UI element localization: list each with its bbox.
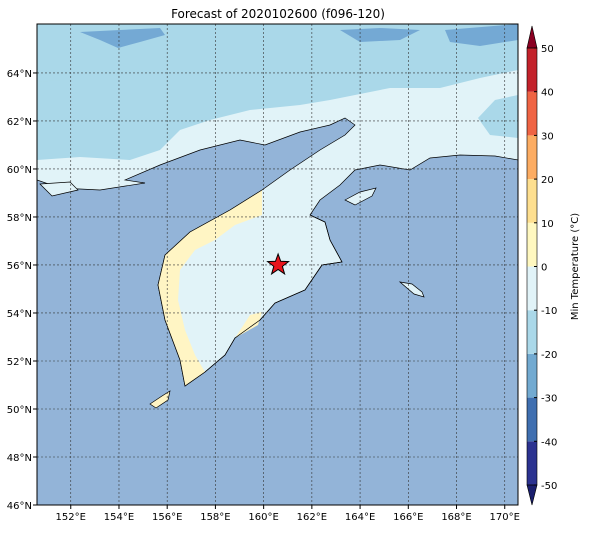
x-tick-label: 152°E <box>56 512 86 523</box>
y-tick-label: 48°N <box>7 453 32 464</box>
colorbar-segment <box>527 353 537 398</box>
y-tick-label: 52°N <box>7 357 32 368</box>
colder-zone <box>340 28 420 42</box>
colorbar-extend <box>526 25 538 49</box>
y-tick-label: 58°N <box>7 213 32 224</box>
colorbar-segment <box>527 441 537 485</box>
y-tick-label: 50°N <box>7 405 32 416</box>
colorbar-tick-label: -40 <box>541 437 557 448</box>
y-tick-label: 62°N <box>7 117 32 128</box>
colorbar-tick-label: 50 <box>541 44 554 55</box>
x-tick-label: 156°E <box>152 512 182 523</box>
colorbar-segment <box>527 310 537 354</box>
x-tick-label: 170°E <box>490 512 520 523</box>
colorbar-tick-label: 0 <box>541 263 547 274</box>
colorbar-tick-label: 30 <box>541 131 554 142</box>
colder-zone <box>80 28 165 48</box>
cold-zone <box>37 80 65 95</box>
location-marker <box>266 252 290 276</box>
colorbar-segment <box>527 397 537 442</box>
colorbar-label: Min Temperature (°C) <box>570 213 581 320</box>
warm-zone <box>158 190 262 386</box>
colorbar-segment <box>527 91 537 136</box>
y-tick-label: 60°N <box>7 165 32 176</box>
colorbar-tick-label: -50 <box>541 481 557 492</box>
colorbar-tick-label: -30 <box>541 394 557 405</box>
colorbar-tick-label: -10 <box>541 306 557 317</box>
colorbar-segment <box>527 135 537 180</box>
x-tick-label: 154°E <box>104 512 134 523</box>
map-area <box>36 23 519 506</box>
grid <box>37 24 518 506</box>
x-tick-label: 168°E <box>441 512 471 523</box>
y-tick-label: 46°N <box>7 501 32 512</box>
warm-zone <box>235 312 262 338</box>
colorbar-tick-label: 20 <box>541 175 554 186</box>
map-title: Forecast of 2020102600 (f096-120) <box>171 7 385 21</box>
coastline <box>157 189 343 387</box>
x-tick-label: 166°E <box>393 512 423 523</box>
cold-zone <box>37 24 518 160</box>
colorbar-segment <box>527 222 537 267</box>
island <box>149 390 171 409</box>
y-tick-label: 54°N <box>7 309 32 320</box>
island <box>398 281 425 298</box>
y-tick-label: 56°N <box>7 261 32 272</box>
colorbar-tick-label: 40 <box>541 88 554 99</box>
colorbar-segment <box>527 179 537 223</box>
colorbar-tick-label: -20 <box>541 350 557 361</box>
island <box>39 181 79 197</box>
island <box>344 187 377 206</box>
colder-zone <box>445 24 518 46</box>
x-tick-label: 164°E <box>345 512 375 523</box>
colorbar-segment <box>527 266 537 311</box>
colorbar-segment <box>527 48 537 92</box>
x-tick-label: 158°E <box>200 512 230 523</box>
cold-zone <box>478 95 518 138</box>
x-tick-label: 162°E <box>297 512 327 523</box>
colorbar-extend <box>526 484 538 506</box>
colorbar-tick-label: 10 <box>541 219 554 230</box>
y-tick-label: 64°N <box>7 69 32 80</box>
x-tick-label: 160°E <box>248 512 278 523</box>
